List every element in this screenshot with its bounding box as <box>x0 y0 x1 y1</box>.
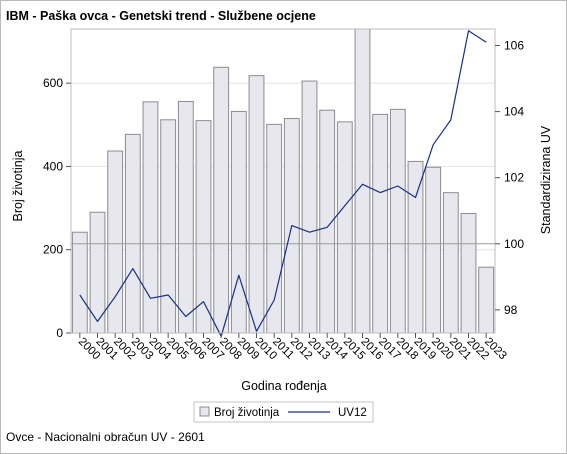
legend-border <box>193 401 374 423</box>
legend-line-label: UV12 <box>338 407 367 419</box>
x-axis-label: Godina rođenja <box>241 379 327 393</box>
line-series <box>79 30 487 337</box>
bar-2000 <box>71 231 88 334</box>
plot-area-border <box>70 28 496 334</box>
left-tick-label: 600 <box>43 76 63 90</box>
bar-2011 <box>266 123 283 334</box>
y-axis-label-left: Broj životinja <box>11 151 25 222</box>
right-tick-label: 100 <box>504 237 524 251</box>
bar-2006 <box>177 100 194 334</box>
chart-title: IBM - Paška ovca - Genetski trend - Služ… <box>6 9 316 23</box>
gridlines <box>71 82 495 251</box>
right-tick-label: 102 <box>504 171 524 185</box>
bar-2002 <box>107 150 124 334</box>
bar-2008 <box>213 66 230 334</box>
series-line-uv12 <box>79 30 487 337</box>
bar-2015 <box>336 121 353 334</box>
left-tick-label: 400 <box>43 159 63 173</box>
bar-2003 <box>124 133 141 334</box>
bar-2021 <box>442 192 459 334</box>
right-tick-label: 106 <box>504 39 524 53</box>
y-axis-label-right: Standardizirana UV <box>539 125 553 234</box>
bar-2016 <box>354 28 371 334</box>
bar-2010 <box>248 75 265 334</box>
bar-2009 <box>230 110 247 334</box>
bar-2019 <box>407 160 424 334</box>
left-tick-label: 200 <box>43 243 63 257</box>
right-tick-label: 98 <box>504 303 518 317</box>
footnote: Ovce - Nacionalni obračun UV - 2601 <box>6 430 205 444</box>
legend: Broj životinja UV12 <box>193 401 374 423</box>
legend-bar-swatch <box>199 406 210 417</box>
legend-bar-label: Broj životinja <box>214 407 280 419</box>
bar-2017 <box>372 113 389 334</box>
bar-series <box>71 28 495 334</box>
x-axis: 2000200120022003200420052006200720082009… <box>76 333 509 363</box>
right-tick-label: 104 <box>504 105 524 119</box>
left-tick-label: 0 <box>56 326 63 340</box>
right-axis: 98 100 102 104 106 <box>495 39 524 317</box>
bar-2013 <box>301 80 318 334</box>
left-axis: 0 200 400 600 <box>43 76 71 340</box>
bar-2020 <box>425 166 442 334</box>
bar-2018 <box>389 108 406 334</box>
bar-2022 <box>460 212 477 334</box>
bar-2023 <box>478 266 495 334</box>
